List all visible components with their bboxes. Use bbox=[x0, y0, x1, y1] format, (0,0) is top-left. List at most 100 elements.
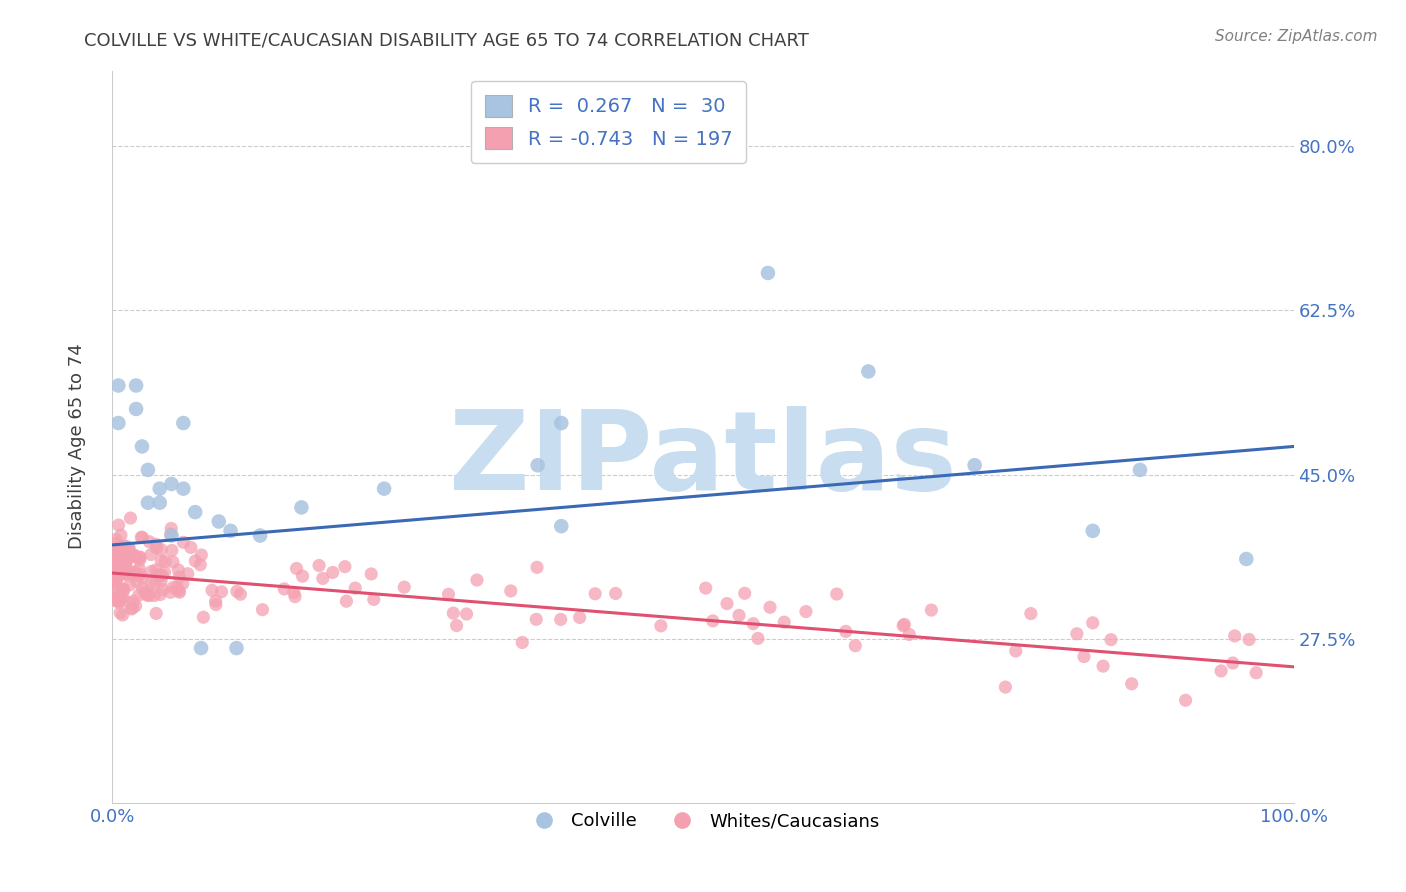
Point bbox=[145, 537, 167, 551]
Point bbox=[1019, 607, 1042, 621]
Point bbox=[159, 527, 181, 541]
Point bbox=[108, 593, 131, 607]
Point bbox=[225, 641, 247, 656]
Point bbox=[112, 566, 135, 581]
Point bbox=[111, 607, 134, 622]
Point bbox=[742, 616, 765, 631]
Point bbox=[112, 539, 135, 553]
Point bbox=[167, 563, 190, 577]
Point bbox=[139, 548, 162, 562]
Point bbox=[121, 566, 143, 580]
Point bbox=[756, 266, 779, 280]
Point bbox=[1099, 632, 1122, 647]
Point bbox=[149, 482, 172, 496]
Point bbox=[128, 550, 150, 565]
Point bbox=[105, 592, 128, 607]
Point bbox=[363, 592, 385, 607]
Point bbox=[1174, 693, 1197, 707]
Point bbox=[105, 567, 128, 582]
Point bbox=[702, 614, 724, 628]
Text: ZIPatlas: ZIPatlas bbox=[449, 406, 957, 513]
Point bbox=[225, 584, 247, 599]
Point bbox=[152, 582, 174, 597]
Point bbox=[605, 586, 627, 600]
Point bbox=[273, 582, 295, 596]
Point bbox=[114, 564, 136, 578]
Point bbox=[105, 593, 128, 607]
Point bbox=[898, 627, 921, 641]
Point bbox=[125, 378, 148, 392]
Point bbox=[172, 416, 194, 430]
Point bbox=[112, 558, 135, 572]
Point bbox=[105, 552, 128, 566]
Text: COLVILLE VS WHITE/CAUCASIAN DISABILITY AGE 65 TO 74 CORRELATION CHART: COLVILLE VS WHITE/CAUCASIAN DISABILITY A… bbox=[84, 31, 810, 49]
Point bbox=[568, 610, 591, 624]
Point bbox=[129, 567, 152, 582]
Point bbox=[118, 541, 141, 555]
Point bbox=[118, 578, 141, 592]
Point bbox=[120, 511, 142, 525]
Point bbox=[112, 553, 135, 567]
Point bbox=[118, 596, 141, 610]
Point bbox=[550, 519, 572, 533]
Point bbox=[112, 584, 135, 599]
Point bbox=[118, 541, 141, 556]
Point bbox=[835, 624, 858, 639]
Point bbox=[1244, 665, 1267, 680]
Point bbox=[108, 549, 131, 563]
Point bbox=[759, 600, 782, 615]
Point bbox=[138, 589, 160, 603]
Point bbox=[344, 581, 367, 595]
Point bbox=[994, 680, 1017, 694]
Point bbox=[167, 583, 190, 598]
Point bbox=[205, 598, 228, 612]
Point bbox=[124, 565, 146, 579]
Point bbox=[1121, 677, 1143, 691]
Point bbox=[114, 556, 136, 570]
Point bbox=[1066, 626, 1088, 640]
Text: Disability Age 65 to 74: Disability Age 65 to 74 bbox=[69, 343, 86, 549]
Point bbox=[858, 364, 880, 378]
Point bbox=[1073, 649, 1095, 664]
Point bbox=[105, 549, 128, 564]
Point bbox=[105, 537, 128, 551]
Point bbox=[893, 617, 915, 632]
Point bbox=[193, 610, 215, 624]
Point bbox=[105, 571, 128, 585]
Point bbox=[963, 458, 986, 473]
Point bbox=[121, 601, 143, 615]
Point bbox=[394, 580, 416, 594]
Point bbox=[105, 551, 128, 566]
Point bbox=[169, 570, 191, 584]
Legend: Colville, Whites/Caucasians: Colville, Whites/Caucasians bbox=[519, 805, 887, 838]
Point bbox=[550, 612, 572, 626]
Point bbox=[105, 546, 128, 560]
Point bbox=[111, 582, 134, 597]
Point bbox=[143, 576, 166, 591]
Point bbox=[208, 515, 231, 529]
Point bbox=[111, 546, 134, 560]
Point bbox=[920, 603, 942, 617]
Point bbox=[891, 618, 914, 632]
Point bbox=[155, 554, 177, 568]
Point bbox=[166, 580, 188, 594]
Point bbox=[112, 582, 135, 596]
Point bbox=[177, 566, 200, 581]
Point bbox=[124, 599, 146, 613]
Point bbox=[107, 518, 129, 533]
Point bbox=[110, 528, 132, 542]
Point bbox=[122, 594, 145, 608]
Point bbox=[794, 605, 817, 619]
Point bbox=[204, 594, 226, 608]
Point bbox=[333, 559, 356, 574]
Point bbox=[150, 554, 173, 568]
Point bbox=[149, 496, 172, 510]
Point bbox=[131, 440, 153, 454]
Point bbox=[211, 584, 233, 599]
Point bbox=[134, 585, 156, 599]
Point bbox=[146, 567, 169, 582]
Point bbox=[172, 535, 194, 549]
Point bbox=[131, 530, 153, 544]
Point bbox=[115, 554, 138, 568]
Point bbox=[456, 607, 478, 621]
